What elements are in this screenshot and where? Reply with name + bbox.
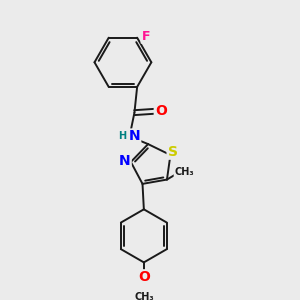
Text: CH₃: CH₃	[134, 292, 154, 300]
Text: N: N	[129, 130, 140, 143]
Text: CH₃: CH₃	[175, 167, 194, 177]
Text: O: O	[155, 104, 167, 118]
Text: N: N	[119, 154, 131, 168]
Text: F: F	[142, 30, 150, 43]
Text: S: S	[168, 145, 178, 159]
Text: H: H	[118, 131, 126, 141]
Text: O: O	[138, 270, 150, 284]
